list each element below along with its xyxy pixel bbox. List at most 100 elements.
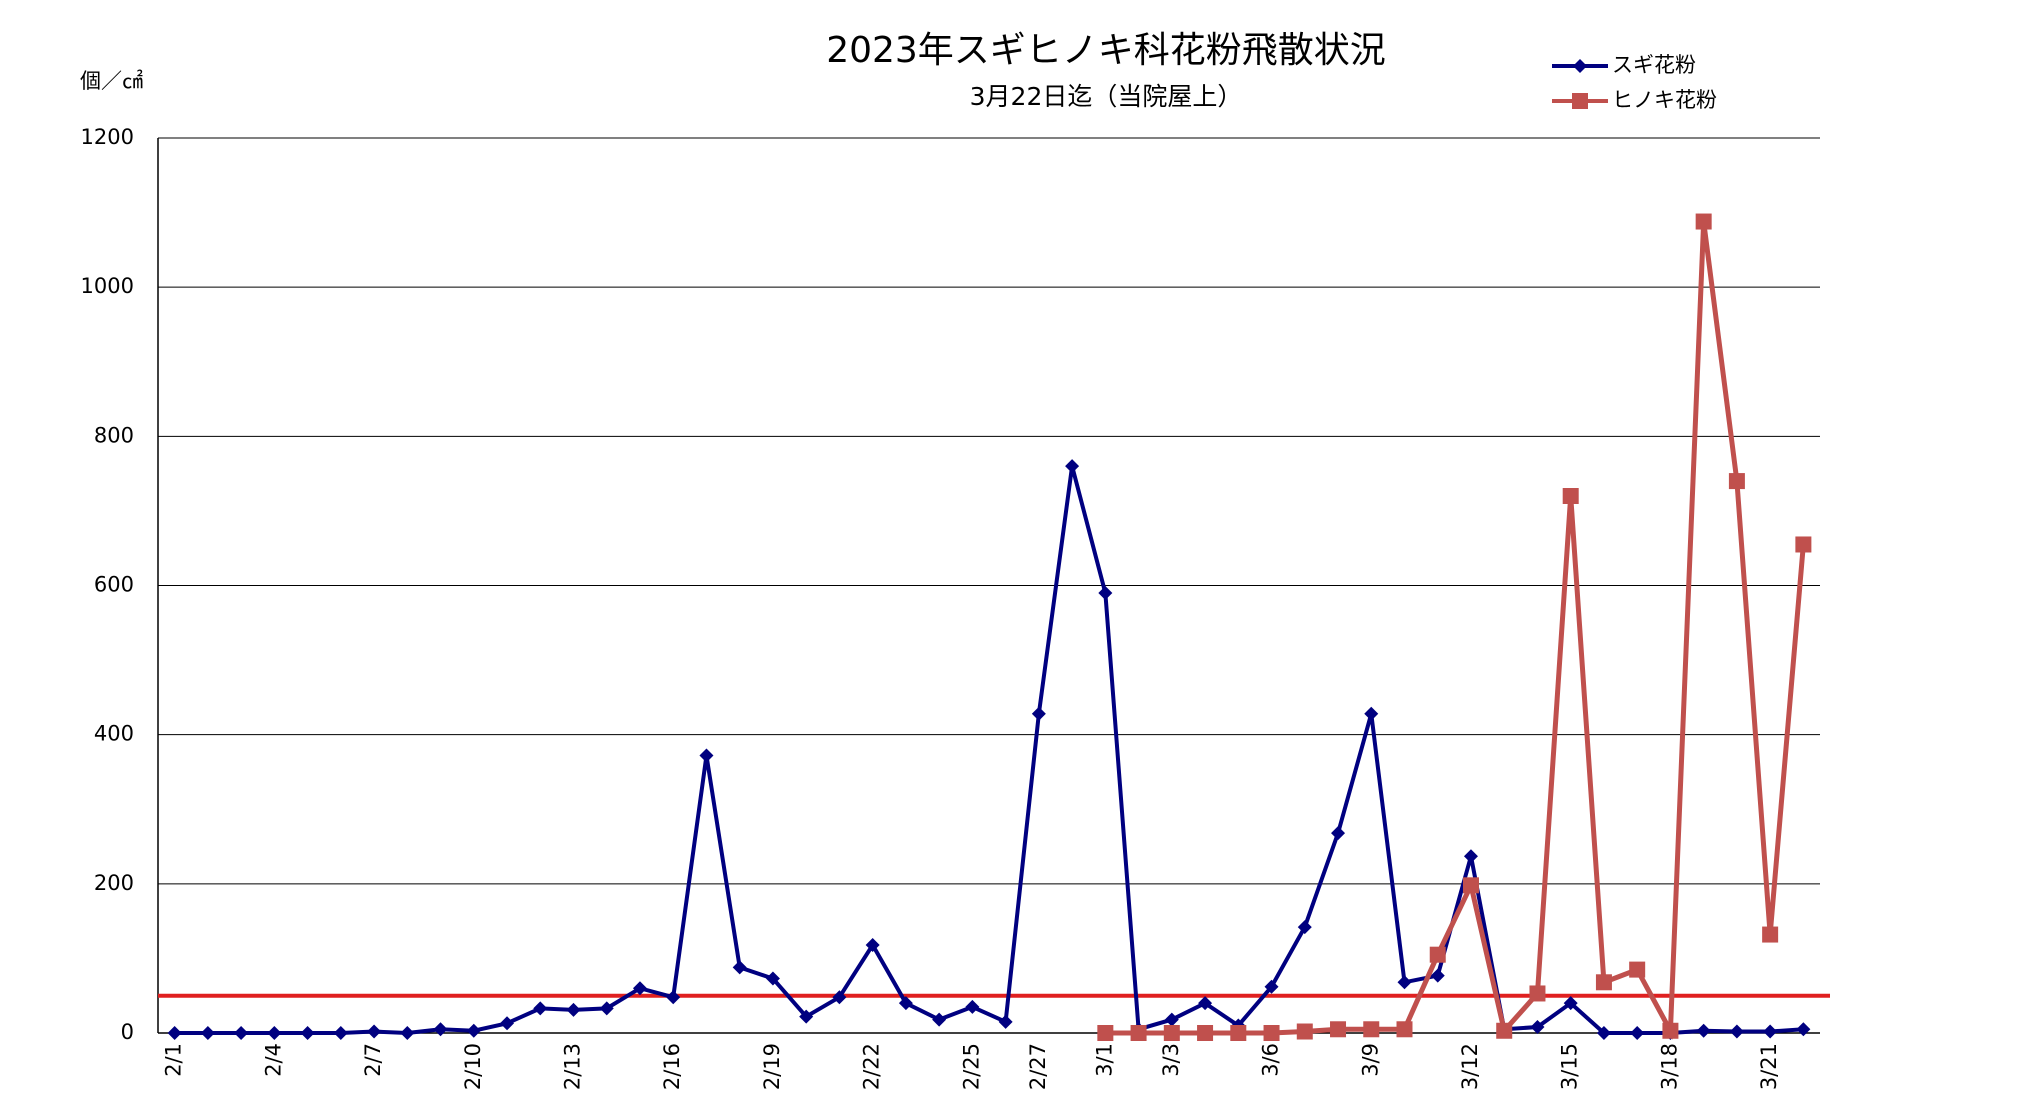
- marker: [1630, 1026, 1645, 1040]
- y-tick-label: 200: [94, 871, 134, 895]
- marker: [1595, 974, 1612, 991]
- x-tick-label: 2/19: [760, 1043, 784, 1090]
- x-tick-label: 2/10: [461, 1043, 485, 1090]
- marker: [1695, 213, 1712, 230]
- marker: [1629, 961, 1646, 978]
- marker: [865, 937, 880, 952]
- x-tick-label: 3/6: [1259, 1043, 1283, 1077]
- marker: [932, 1012, 947, 1027]
- x-tick-label: 3/1: [1092, 1043, 1116, 1077]
- y-tick-label: 0: [121, 1020, 134, 1044]
- marker: [1097, 1025, 1114, 1041]
- x-tick-label: 3/15: [1558, 1043, 1582, 1090]
- marker: [1198, 996, 1213, 1011]
- marker: [1796, 1022, 1811, 1037]
- marker: [732, 960, 747, 975]
- marker: [1662, 1022, 1679, 1039]
- marker: [1297, 920, 1312, 935]
- marker: [1263, 1025, 1280, 1041]
- marker: [300, 1026, 315, 1040]
- marker: [799, 1009, 814, 1024]
- marker: [1065, 459, 1080, 474]
- y-tick-label: 1000: [81, 274, 134, 298]
- chart-title: 2023年スギヒノキ科花粉飛散状況: [826, 30, 1386, 71]
- marker: [1164, 1012, 1179, 1027]
- x-tick-label: 2/27: [1026, 1043, 1050, 1090]
- y-tick-label: 400: [94, 722, 134, 746]
- marker: [1563, 996, 1578, 1011]
- marker: [566, 1002, 581, 1017]
- marker: [998, 1014, 1013, 1029]
- marker: [167, 1026, 182, 1040]
- marker: [1098, 585, 1113, 600]
- marker: [333, 1026, 348, 1040]
- marker: [1430, 968, 1445, 983]
- marker: [1596, 1026, 1611, 1040]
- marker: [500, 1016, 515, 1031]
- marker: [965, 999, 980, 1014]
- x-tick-label: 2/7: [361, 1043, 385, 1077]
- marker: [367, 1024, 382, 1039]
- y-tick-label: 1200: [81, 125, 134, 149]
- marker: [1363, 1021, 1380, 1038]
- marker: [1462, 877, 1479, 894]
- marker: [1496, 1022, 1513, 1039]
- series-line: [1105, 221, 1806, 1040]
- x-tick-label: 2/4: [261, 1043, 285, 1077]
- marker: [1429, 946, 1446, 963]
- marker: [267, 1026, 282, 1040]
- marker: [1762, 926, 1779, 943]
- y-tick-label: 800: [94, 423, 134, 447]
- marker: [1330, 1021, 1347, 1038]
- marker: [765, 971, 780, 986]
- x-tick-label: 2/13: [561, 1043, 585, 1090]
- marker: [1463, 849, 1478, 864]
- x-tick-label: 3/3: [1159, 1043, 1183, 1077]
- legend-marker: [1573, 59, 1587, 73]
- x-tick-label: 3/21: [1757, 1043, 1781, 1090]
- marker: [1130, 1025, 1147, 1041]
- marker: [1397, 975, 1412, 990]
- marker: [1396, 1021, 1413, 1038]
- marker: [1562, 488, 1579, 504]
- marker: [1331, 826, 1346, 841]
- y-tick-label: 600: [94, 573, 134, 597]
- marker: [1296, 1023, 1313, 1040]
- x-tick-label: 2/25: [959, 1043, 983, 1090]
- legend-label: ヒノキ花粉: [1612, 88, 1717, 112]
- x-tick-label: 3/9: [1358, 1043, 1382, 1077]
- series-line: [174, 465, 1804, 1036]
- marker: [832, 990, 847, 1005]
- marker: [1795, 536, 1812, 553]
- marker: [1364, 706, 1379, 721]
- marker: [898, 996, 913, 1011]
- marker: [200, 1026, 215, 1040]
- marker: [599, 1001, 614, 1016]
- marker: [1696, 1023, 1711, 1038]
- chart-subtitle: 3月22日迄（当院屋上）: [970, 82, 1243, 111]
- x-tick-label: 3/18: [1657, 1043, 1681, 1090]
- marker: [1530, 1020, 1545, 1035]
- marker: [433, 1022, 448, 1037]
- marker: [1529, 985, 1546, 1002]
- legend-label: スギ花粉: [1612, 53, 1696, 77]
- marker: [533, 1001, 548, 1016]
- marker: [1230, 1025, 1247, 1041]
- x-tick-label: 2/16: [660, 1043, 684, 1090]
- marker: [1197, 1025, 1214, 1041]
- legend-marker: [1572, 93, 1588, 109]
- x-tick-label: 2/22: [860, 1043, 884, 1090]
- marker: [400, 1026, 415, 1040]
- marker: [1264, 979, 1279, 994]
- marker: [234, 1026, 249, 1040]
- marker: [1163, 1025, 1180, 1041]
- x-tick-label: 2/1: [162, 1043, 186, 1077]
- marker: [1729, 1024, 1744, 1039]
- marker: [1763, 1024, 1778, 1039]
- marker: [466, 1023, 481, 1038]
- marker: [632, 981, 647, 996]
- marker: [1728, 473, 1745, 490]
- marker: [699, 748, 714, 763]
- marker: [666, 990, 681, 1005]
